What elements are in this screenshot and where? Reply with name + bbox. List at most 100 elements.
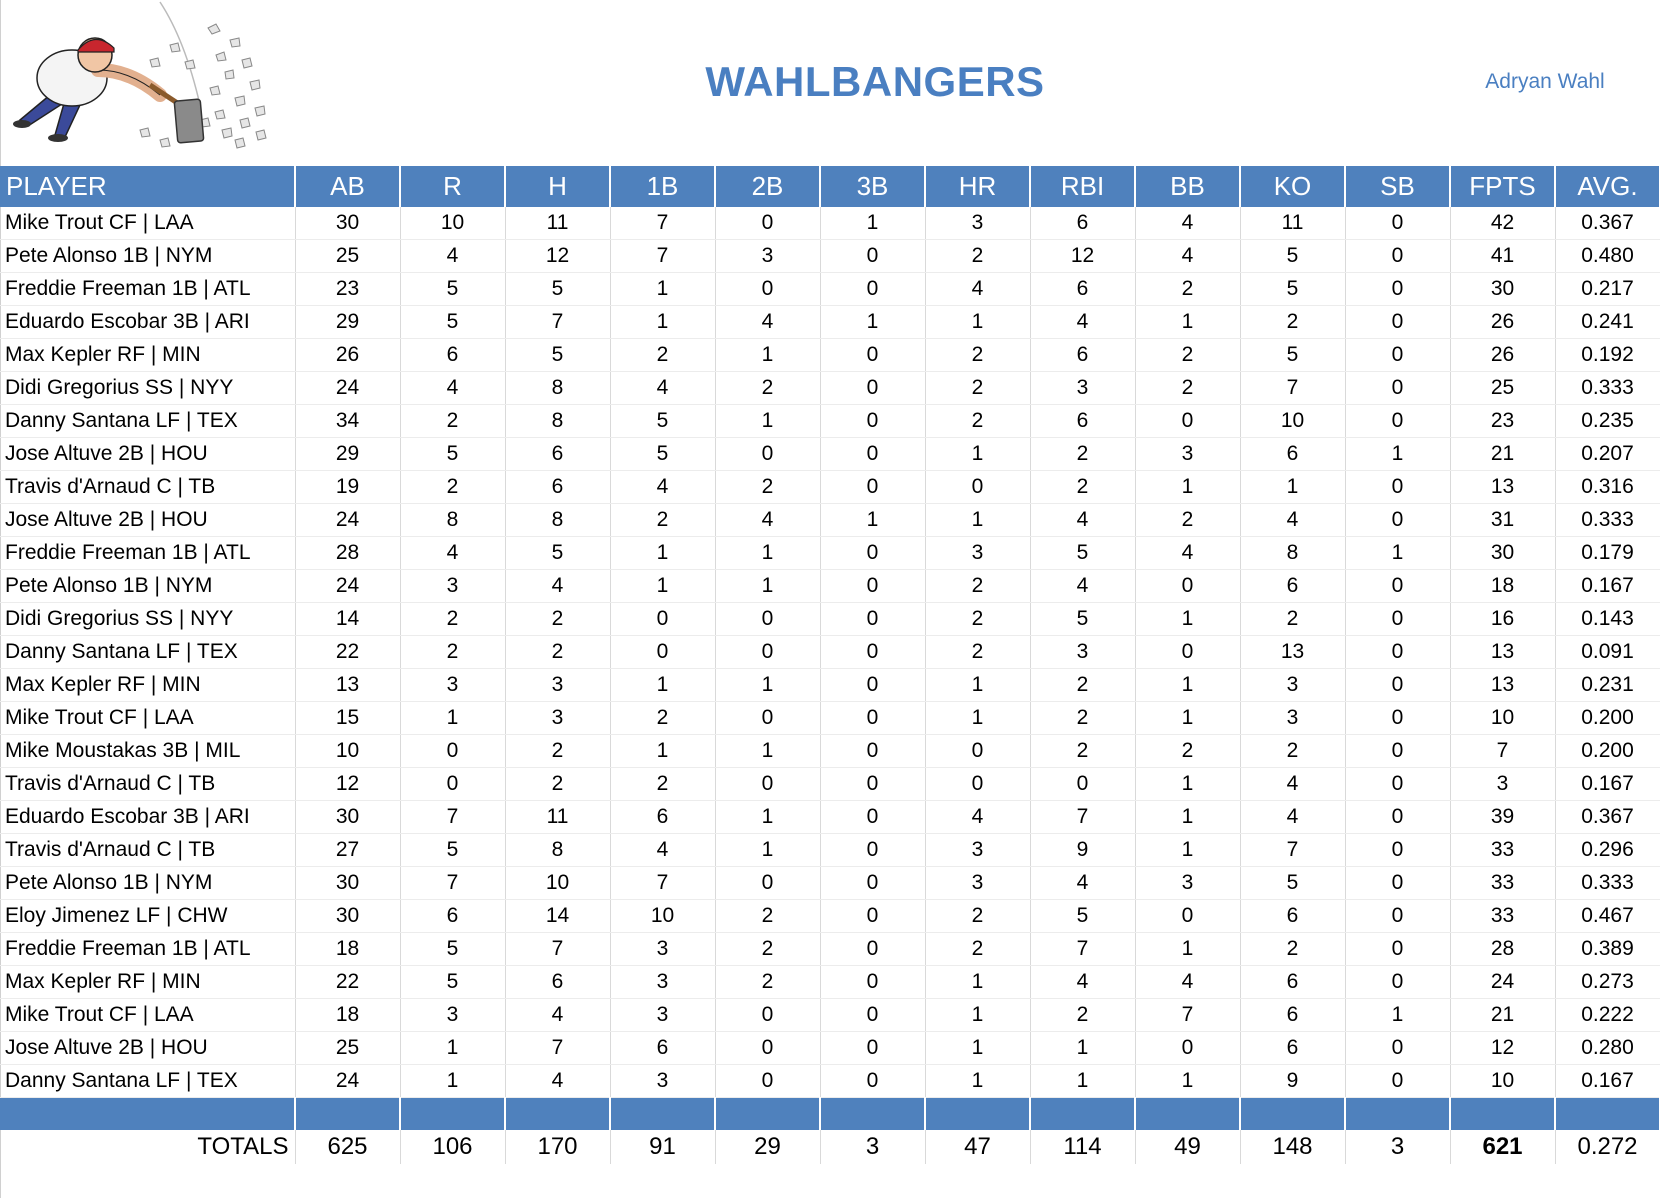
stat-cell: 3	[505, 701, 611, 735]
player-name-cell: Eduardo Escobar 3B | ARI	[0, 305, 296, 339]
stat-cell: 23	[1450, 404, 1556, 438]
stat-cell: 7	[610, 239, 716, 273]
stat-cell: 3	[715, 239, 821, 273]
stat-cell: 0	[1345, 635, 1451, 669]
stat-cell: 4	[505, 1064, 611, 1098]
stat-cell: 2	[1030, 701, 1136, 735]
stat-cell: 0	[715, 701, 821, 735]
stat-cell: 23	[295, 272, 401, 306]
stat-cell: 0	[715, 998, 821, 1032]
stat-cell: 7	[1135, 998, 1241, 1032]
stat-cell: 5	[505, 338, 611, 372]
stat-cell: 3	[610, 1064, 716, 1098]
divider-cell	[505, 1097, 611, 1130]
stat-cell: 0	[820, 1064, 926, 1098]
stat-cell: 0	[715, 602, 821, 636]
stat-cell: 2	[925, 635, 1031, 669]
stat-cell: 0	[1135, 635, 1241, 669]
stat-cell: 33	[1450, 899, 1556, 933]
table-row: Danny Santana LF | TEX 34 2 8 5 1 0 2 6 0 10 0 23 0.2…	[0, 404, 1660, 438]
stat-cell: 0	[715, 635, 821, 669]
stat-cell: 1	[925, 998, 1031, 1032]
stat-cell: 0	[1135, 899, 1241, 933]
player-name-cell: Travis d'Arnaud C | TB	[0, 767, 296, 801]
stat-cell: 5	[400, 833, 506, 867]
stat-cell: 2	[1240, 602, 1346, 636]
stat-cell: 2	[505, 635, 611, 669]
table-row: Eloy Jimenez LF | CHW 30 6 14 10 2 0 2 5 0 6 0 33 0.4…	[0, 899, 1660, 933]
stat-cell: 1	[400, 1064, 506, 1098]
stat-cell: 2	[715, 371, 821, 405]
table-row: Max Kepler RF | MIN 26 6 5 2 1 0 2 6 2 5 0 26 0.192	[0, 338, 1660, 372]
stat-cell: 0	[1345, 701, 1451, 735]
player-name-cell: Pete Alonso 1B | NYM	[0, 866, 296, 900]
stat-cell: 3	[925, 866, 1031, 900]
stat-cell: 6	[610, 800, 716, 834]
column-header-h: H	[505, 166, 611, 207]
stat-cell: 0	[820, 371, 926, 405]
stat-cell: 30	[1450, 272, 1556, 306]
player-name-cell: Jose Altuve 2B | HOU	[0, 503, 296, 537]
stat-cell: 6	[1240, 965, 1346, 999]
stat-cell: 24	[1450, 965, 1556, 999]
stat-cell: 13	[1240, 635, 1346, 669]
stat-cell: 1	[1345, 536, 1451, 570]
table-row: Mike Trout CF | LAA 15 1 3 2 0 0 1 2 1 3 0 10 0.200	[0, 701, 1660, 735]
stat-cell: 18	[295, 998, 401, 1032]
stat-cell: 0	[820, 668, 926, 702]
stat-cell: 13	[295, 668, 401, 702]
stat-cell: 0	[715, 207, 821, 240]
stat-cell: 30	[295, 899, 401, 933]
stat-cell: 7	[1030, 800, 1136, 834]
stat-cell: 0	[820, 866, 926, 900]
stat-cell: 0	[715, 767, 821, 801]
stat-cell: 3	[400, 668, 506, 702]
stat-cell: 1	[1135, 470, 1241, 504]
stat-cell: 42	[1450, 207, 1556, 240]
stat-cell: 5	[400, 272, 506, 306]
table-row: Travis d'Arnaud C | TB 27 5 8 4 1 0 3 9 1 7 0 33 0.29…	[0, 833, 1660, 867]
stat-cell: 0	[1345, 338, 1451, 372]
sledgehammer-man-logo-icon	[13, 1, 267, 149]
stat-cell: 24	[295, 1064, 401, 1098]
stat-cell: 10	[505, 866, 611, 900]
table-row: Eduardo Escobar 3B | ARI 30 7 11 6 1 0 4 7 1 4 0 39 0…	[0, 800, 1660, 834]
avg-cell: 0.296	[1555, 833, 1660, 867]
stat-cell: 0	[1345, 833, 1451, 867]
stat-cell: 4	[1030, 503, 1136, 537]
table-row: Jose Altuve 2B | HOU 25 1 7 6 0 0 1 1 0 6 0 12 0.280	[0, 1031, 1660, 1065]
stat-cell: 28	[295, 536, 401, 570]
stat-cell: 41	[1450, 239, 1556, 273]
stat-cell: 1	[715, 800, 821, 834]
stat-cell: 22	[295, 965, 401, 999]
stat-cell: 0	[820, 800, 926, 834]
stat-cell: 1	[610, 569, 716, 603]
stat-cell: 4	[505, 998, 611, 1032]
stat-cell: 6	[1030, 338, 1136, 372]
stat-cell: 0	[820, 470, 926, 504]
stat-cell: 4	[400, 239, 506, 273]
stat-cell: 1	[1135, 767, 1241, 801]
stat-cell: 12	[1030, 239, 1136, 273]
stat-cell: 0	[820, 1031, 926, 1065]
stat-cell: 3	[610, 965, 716, 999]
stat-cell: 0	[1345, 503, 1451, 537]
stat-cell: 6	[505, 437, 611, 471]
stat-cell: 24	[295, 569, 401, 603]
stat-cell: 1	[610, 272, 716, 306]
total-cell: 170	[505, 1130, 611, 1164]
stat-cell: 1	[1135, 305, 1241, 339]
stat-cell: 1	[1135, 833, 1241, 867]
player-name-cell: Eloy Jimenez LF | CHW	[0, 899, 296, 933]
stat-cell: 0	[1345, 668, 1451, 702]
stat-cell: 18	[295, 932, 401, 966]
stat-cell: 26	[1450, 305, 1556, 339]
table-row: Freddie Freeman 1B | ATL 18 5 7 3 2 0 2 7 1 2 0 28 0.…	[0, 932, 1660, 966]
stat-cell: 24	[295, 503, 401, 537]
stat-cell: 0	[1345, 470, 1451, 504]
stat-cell: 4	[1030, 305, 1136, 339]
table-row: Jose Altuve 2B | HOU 29 5 6 5 0 0 1 2 3 6 1 21 0.207	[0, 437, 1660, 471]
stat-cell: 1	[1030, 1064, 1136, 1098]
stat-cell: 2	[925, 932, 1031, 966]
stat-cell: 0	[1135, 1031, 1241, 1065]
